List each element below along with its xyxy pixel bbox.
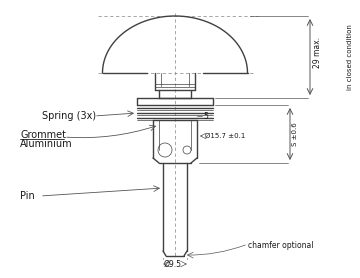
Text: in closed condition: in closed condition [347,24,353,90]
Text: Aluminium: Aluminium [20,139,73,149]
Text: 5: 5 [203,111,208,120]
Text: chamfer optional: chamfer optional [248,240,314,249]
Text: Grommet: Grommet [20,130,66,140]
Text: 29 max.: 29 max. [313,36,322,68]
Text: Spring (3x): Spring (3x) [42,111,96,121]
Text: Pin: Pin [20,191,35,201]
Text: Ø9.5: Ø9.5 [164,259,182,269]
Text: Ø15.7 ±0.1: Ø15.7 ±0.1 [205,133,246,139]
Text: S ±0.6: S ±0.6 [292,122,298,146]
